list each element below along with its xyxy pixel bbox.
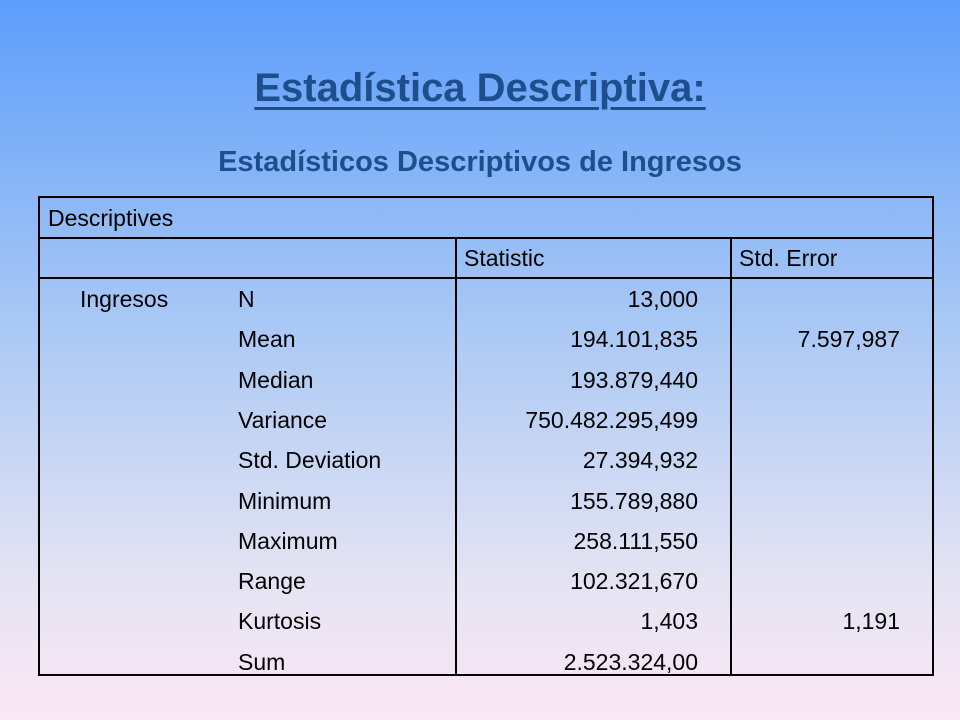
subtitle: Estadísticos Descriptivos de Ingresos <box>218 146 742 178</box>
row-border <box>40 237 932 239</box>
statistic-cell: 155.789,880 <box>570 487 698 514</box>
caption: Descriptives <box>48 205 174 231</box>
group-label: Ingresos <box>80 286 169 312</box>
row-label: Mean <box>238 326 296 353</box>
statistic-cell: 1,403 <box>640 608 698 635</box>
row-border <box>40 277 932 279</box>
row-label: Minimum <box>238 487 332 514</box>
row-label: Maximum <box>238 527 338 554</box>
row-label: N <box>238 286 255 312</box>
statistic-cell: 193.879,440 <box>570 366 698 393</box>
std-error-cell: 7.597,987 <box>797 326 900 353</box>
statistic-cell: 750.482.295,499 <box>525 406 698 433</box>
statistic-cell: 102.321,670 <box>570 568 698 595</box>
col-border <box>730 237 732 674</box>
title: Estadística Descriptiva: <box>254 66 706 110</box>
statistic-cell: 194.101,835 <box>570 326 698 353</box>
std-error-cell: 1,191 <box>842 608 900 635</box>
statistic-cell: 27.394,932 <box>582 447 698 474</box>
statistic-cell: 2.523.324,00 <box>563 648 698 675</box>
descriptives-table: Descriptives Statistic Std. Error Ingresos N… <box>38 196 934 676</box>
header-cell: Std. Error <box>739 245 838 271</box>
row-label: Std. Deviation <box>238 447 382 474</box>
row-label: Range <box>238 568 306 595</box>
statistic-cell: 258.111,550 <box>573 527 699 554</box>
row-label: Kurtosis <box>238 608 322 635</box>
row-label: Variance <box>238 406 328 433</box>
header-cell: Statistic <box>464 245 545 271</box>
row-label: Median <box>238 366 314 393</box>
statistic-cell: 13,000 <box>627 286 698 312</box>
row-label: Sum <box>238 648 286 675</box>
col-border <box>455 237 457 674</box>
